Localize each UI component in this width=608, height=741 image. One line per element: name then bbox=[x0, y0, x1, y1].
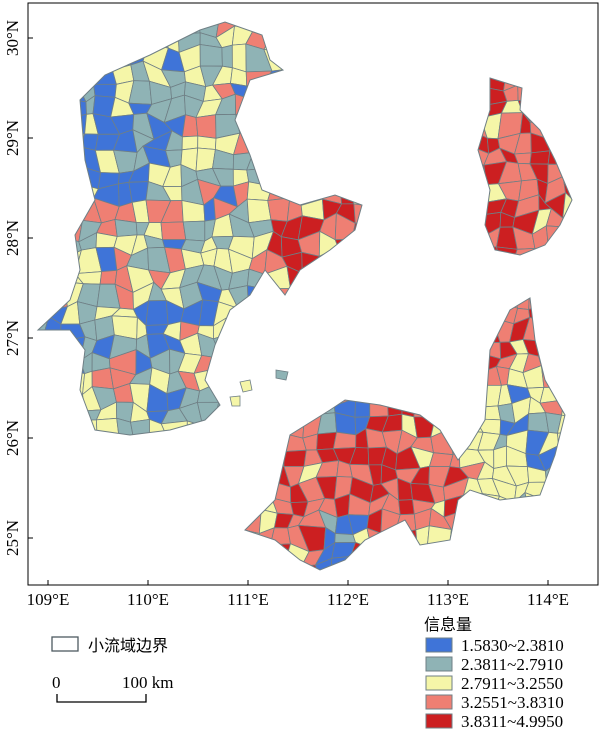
x-tick-label: 112°E bbox=[327, 590, 369, 609]
region-outline bbox=[244, 297, 566, 571]
watershed-unit bbox=[267, 588, 294, 612]
legend-range-label: 1.5830~2.3810 bbox=[461, 636, 564, 655]
watershed-unit bbox=[529, 150, 551, 165]
region-outline bbox=[36, 21, 363, 436]
watershed-unit bbox=[398, 499, 415, 516]
x-tick-label: 113°E bbox=[427, 590, 469, 609]
watershed-unit bbox=[428, 452, 454, 468]
legend-range-label: 3.8311~4.9950 bbox=[461, 712, 563, 731]
watershed-unit bbox=[399, 594, 418, 614]
watershed-unit bbox=[381, 590, 403, 610]
boundary-legend-swatch bbox=[51, 636, 79, 652]
legend-swatch bbox=[425, 694, 453, 710]
outlier-patches bbox=[229, 369, 289, 407]
watershed-unit bbox=[314, 557, 333, 570]
y-tick-label: 30°N bbox=[3, 20, 22, 56]
watershed-unit bbox=[306, 590, 324, 609]
y-tick-label: 27°N bbox=[3, 320, 22, 356]
watershed-unit bbox=[114, 219, 138, 237]
watershed-unit bbox=[181, 114, 199, 138]
watershed-unit bbox=[128, 181, 149, 203]
boundary-legend-label: 小流域边界 bbox=[88, 636, 168, 655]
legend-swatch bbox=[425, 637, 453, 653]
watershed-unit bbox=[267, 197, 291, 222]
x-tick-label: 109°E bbox=[27, 590, 70, 609]
x-tick-label: 110°E bbox=[127, 590, 169, 609]
watershed-unit bbox=[160, 221, 187, 240]
y-tick-label: 28°N bbox=[3, 220, 22, 256]
x-tick-label: 114°E bbox=[527, 590, 569, 609]
watershed-unit bbox=[116, 417, 134, 435]
legend-range-label: 3.2551~3.8310 bbox=[461, 693, 564, 712]
watershed-unit bbox=[493, 445, 507, 469]
watershed-unit bbox=[511, 592, 525, 606]
watershed-unit bbox=[221, 44, 233, 69]
x-tick-label: 111°E bbox=[227, 590, 268, 609]
y-tick-label: 25°N bbox=[3, 520, 22, 556]
watershed-unit bbox=[99, 269, 118, 285]
watershed-unit bbox=[332, 431, 357, 450]
watershed-unit bbox=[283, 449, 307, 467]
watershed-unit bbox=[145, 300, 169, 326]
watershed-unit bbox=[197, 135, 217, 150]
watershed-unit bbox=[199, 44, 223, 67]
scale-bar-start-label: 0 bbox=[52, 673, 61, 692]
watershed-unit bbox=[334, 533, 357, 544]
y-tick-label: 26°N bbox=[3, 420, 22, 456]
y-tick-label: 29°N bbox=[3, 120, 22, 156]
watershed-unit bbox=[182, 220, 206, 242]
legend-classes: 1.5830~2.38102.3811~2.79102.7911~3.25503… bbox=[425, 636, 564, 731]
x-axis-ticks: 109°E 110°E 111°E 112°E 113°E 114°E bbox=[27, 580, 569, 609]
scale-bar-end-label: 100 km bbox=[122, 673, 173, 692]
legend-swatch bbox=[425, 656, 453, 672]
watershed-unit bbox=[181, 135, 199, 151]
watershed-unit bbox=[246, 198, 272, 224]
watershed-unit bbox=[481, 594, 500, 616]
watershed-unit bbox=[498, 592, 515, 615]
watershed-unit bbox=[231, 43, 247, 73]
legend-swatch bbox=[425, 675, 453, 691]
legend-title: 信息量 bbox=[424, 615, 472, 634]
watershed-unit bbox=[292, 590, 307, 612]
watershed-unit bbox=[575, 591, 595, 614]
legend-range-label: 2.3811~2.7910 bbox=[461, 655, 563, 674]
watershed-unit bbox=[527, 412, 550, 433]
legend-swatch bbox=[425, 713, 453, 729]
y-axis-ticks: 30°N 29°N 28°N 27°N 26°N 25°N bbox=[3, 20, 33, 556]
region-outline bbox=[477, 77, 573, 256]
legend-range-label: 2.7911~3.2550 bbox=[461, 674, 563, 693]
scale-bar bbox=[56, 694, 147, 703]
watershed-unit bbox=[195, 114, 217, 139]
